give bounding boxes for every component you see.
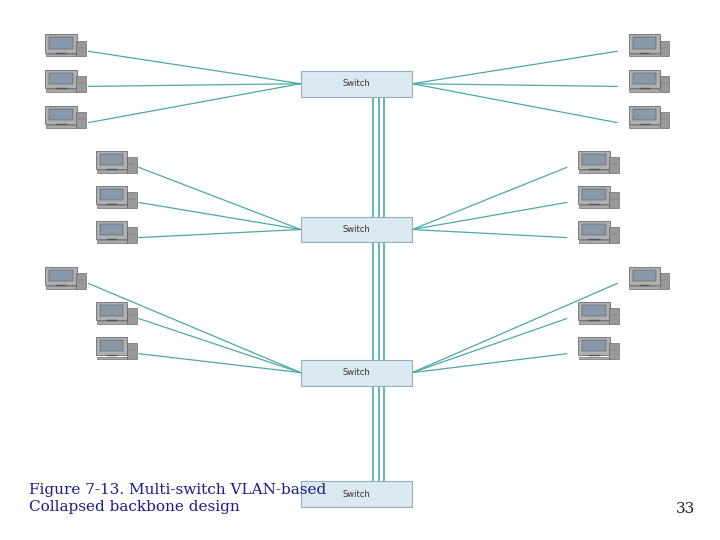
Bar [582, 153, 606, 165]
Bar [100, 305, 123, 316]
FancyBboxPatch shape [301, 481, 412, 507]
Text: Figure 7-13. Multi-switch VLAN-based
Collapsed backbone design: Figure 7-13. Multi-switch VLAN-based Col… [29, 483, 326, 514]
Bar [579, 205, 609, 207]
Bar [609, 227, 619, 242]
Bar [629, 70, 660, 88]
Text: Switch: Switch [343, 490, 370, 498]
Bar [50, 109, 73, 120]
Bar [629, 125, 660, 127]
Bar [579, 356, 609, 359]
Bar [579, 240, 609, 242]
Text: Switch: Switch [343, 79, 370, 88]
Bar [629, 286, 660, 288]
Bar [76, 112, 86, 127]
Bar [96, 170, 127, 172]
Bar [46, 89, 76, 91]
Text: Switch: Switch [343, 368, 370, 377]
FancyBboxPatch shape [301, 217, 412, 242]
Bar [582, 188, 606, 200]
Bar [100, 188, 123, 200]
Bar [582, 340, 606, 352]
Bar [50, 269, 73, 281]
Bar [629, 54, 660, 56]
Bar [96, 186, 127, 204]
Bar [660, 76, 670, 91]
Bar [629, 89, 660, 91]
Bar [578, 186, 610, 204]
Bar [579, 321, 609, 323]
Bar [96, 221, 127, 239]
Bar [100, 340, 123, 352]
Bar [609, 308, 619, 323]
Bar [660, 112, 670, 127]
Bar [76, 76, 86, 91]
Bar [582, 224, 606, 235]
Bar [633, 109, 656, 120]
Bar [660, 40, 670, 56]
Bar [46, 286, 76, 288]
Bar [45, 70, 77, 88]
Bar [100, 153, 123, 165]
Bar [660, 273, 670, 288]
Bar [96, 356, 127, 359]
Bar [45, 267, 77, 285]
Bar [633, 269, 656, 281]
FancyBboxPatch shape [301, 360, 412, 386]
Bar [127, 192, 137, 207]
Bar [609, 192, 619, 207]
Bar [76, 40, 86, 56]
Bar [96, 337, 127, 355]
Bar [127, 308, 137, 323]
Bar [609, 343, 619, 359]
Bar [50, 37, 73, 49]
Bar [578, 302, 610, 320]
Bar [629, 35, 660, 53]
Bar [96, 240, 127, 242]
Bar [127, 157, 137, 172]
Bar [96, 205, 127, 207]
Bar [45, 106, 77, 124]
Bar [100, 224, 123, 235]
Bar [629, 106, 660, 124]
Bar [45, 35, 77, 53]
Bar [578, 221, 610, 239]
Bar [127, 343, 137, 359]
Bar [96, 151, 127, 169]
Bar [629, 267, 660, 285]
Text: Switch: Switch [343, 225, 370, 234]
Bar [633, 72, 656, 84]
Bar [76, 273, 86, 288]
Bar [50, 72, 73, 84]
FancyBboxPatch shape [301, 71, 412, 97]
Bar [127, 227, 137, 242]
Bar [96, 302, 127, 320]
Bar [582, 305, 606, 316]
Text: 33: 33 [675, 502, 695, 516]
Bar [578, 337, 610, 355]
Bar [609, 157, 619, 172]
Bar [96, 321, 127, 323]
Bar [46, 125, 76, 127]
Bar [46, 54, 76, 56]
Bar [578, 151, 610, 169]
Bar [633, 37, 656, 49]
Bar [579, 170, 609, 172]
